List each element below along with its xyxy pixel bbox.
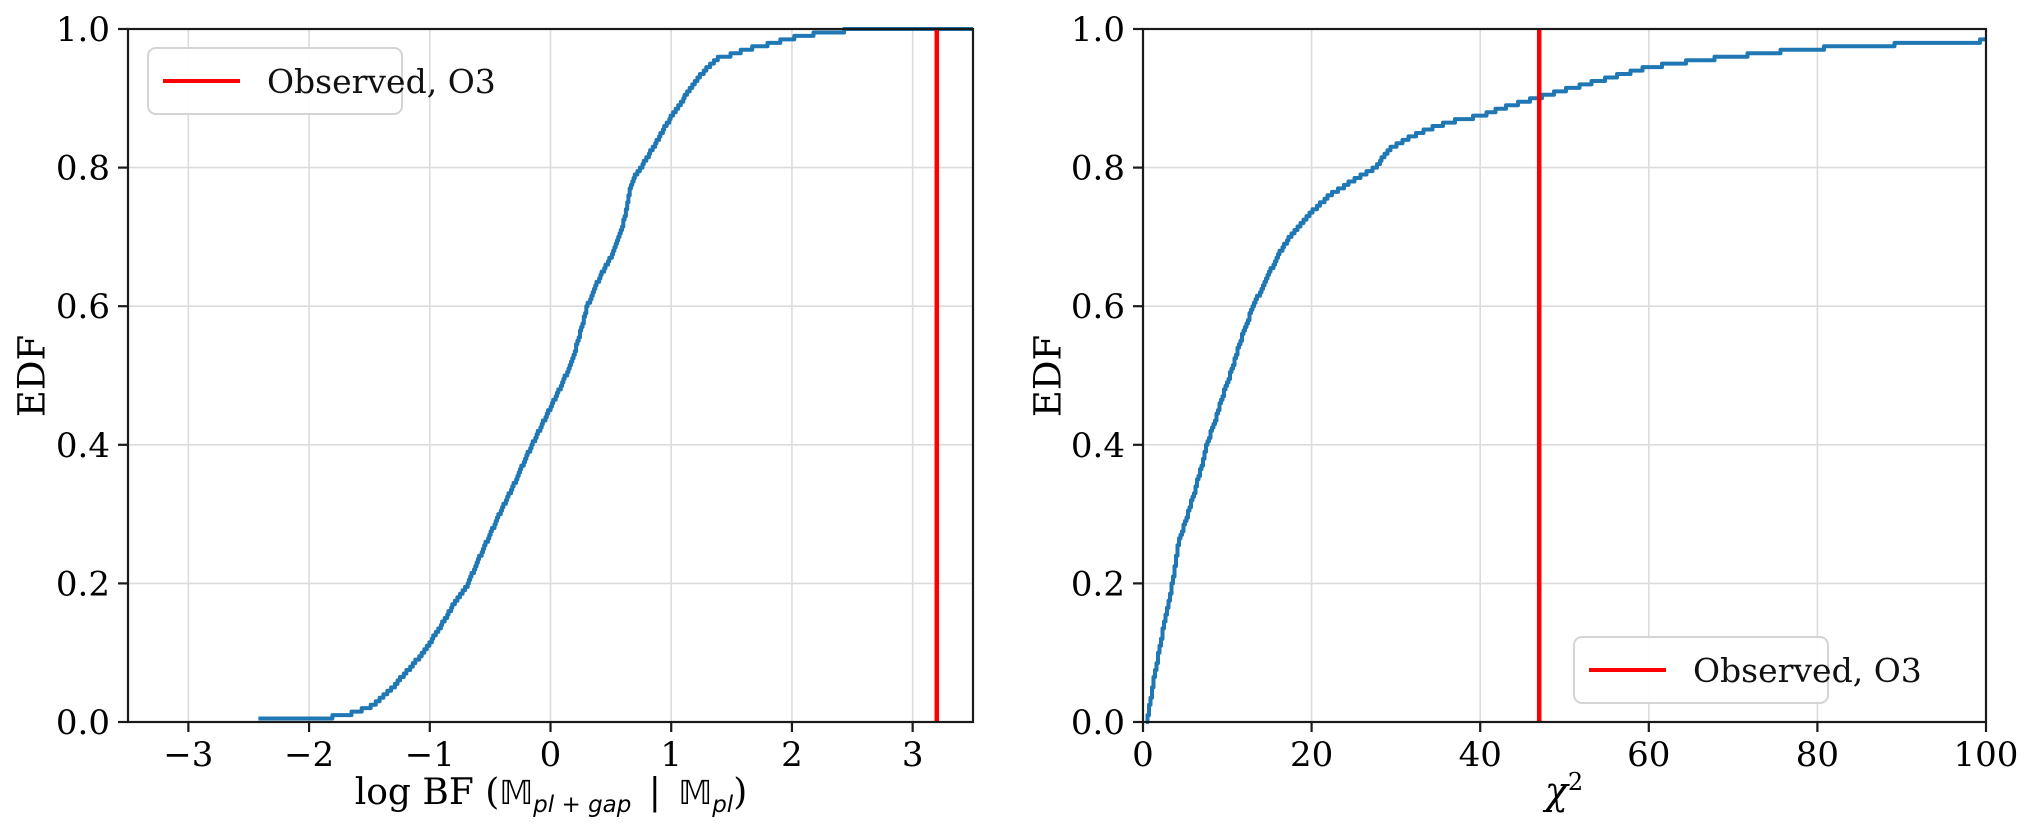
y-tick-label: 0.8 — [1071, 149, 1125, 189]
chi-exponent: 2 — [1567, 768, 1584, 796]
xlabel-left-prefix: log BF ( — [354, 772, 500, 813]
x-tick-label: 20 — [1290, 735, 1333, 775]
x-tick-label: 3 — [902, 735, 924, 775]
ylabel-right: EDF — [1026, 334, 1070, 418]
edf-curve — [1145, 37, 1986, 724]
axes-spines — [1141, 27, 1988, 724]
double-struck-m: 𝕄 — [678, 773, 713, 812]
double-struck-m: 𝕄 — [499, 773, 534, 812]
x-tick-label: 40 — [1459, 735, 1502, 775]
y-tick-label: 0.2 — [56, 564, 110, 604]
y-tick-label: 0.4 — [56, 426, 110, 466]
x-tick-label: 60 — [1627, 735, 1670, 775]
y-tick-label: 1.0 — [56, 10, 110, 50]
legend-right-label: Observed, O3 — [1693, 650, 1922, 690]
edf-panel-left: −3 −2 −1 0 1 2 3 0.0 0.2 0.4 0.6 0.8 1.0 — [56, 10, 975, 775]
xlabel-left-sub-plgap: pl + gap — [533, 792, 632, 818]
x-tick-label: −2 — [284, 735, 334, 775]
legend-left: Observed, O3 — [147, 47, 496, 115]
legend-left-label: Observed, O3 — [267, 61, 496, 101]
y-tick-label: 0.6 — [1071, 287, 1125, 327]
xlabel-left-bar: | — [637, 772, 673, 813]
xlabel-left: log BF (𝕄pl + gap | 𝕄pl) — [355, 772, 748, 818]
edf-panel-right: 0 20 40 60 80 100 0.0 0.2 0.4 0.6 0.8 1.0 — [1071, 10, 2019, 775]
observed-line-icon — [1589, 668, 1666, 672]
y-tick-label: 1.0 — [1071, 10, 1125, 50]
x-tick-label: 1 — [660, 735, 682, 775]
x-tick-label: 2 — [781, 735, 803, 775]
y-tick-label: 0.6 — [56, 287, 110, 327]
legend-right: Observed, O3 — [1573, 636, 1922, 704]
x-tick-label: −1 — [405, 735, 455, 775]
xlabel-left-sub-pl: pl — [712, 792, 734, 818]
x-tick-label: 100 — [1954, 735, 2019, 775]
xlabel-right: χ2 — [1545, 768, 1583, 813]
y-tick-label: 0.2 — [1071, 564, 1125, 604]
x-tick-label: 0 — [540, 735, 562, 775]
y-tick-label: 0.0 — [1071, 703, 1125, 743]
y-tick-label: 0.8 — [56, 149, 110, 189]
x-tick-label: 0 — [1132, 735, 1154, 775]
chi-symbol: χ — [1544, 769, 1568, 813]
ylabel-left: EDF — [10, 334, 54, 418]
x-tick-label: 80 — [1796, 735, 1839, 775]
observed-line-icon — [163, 79, 240, 83]
y-tick-label: 0.4 — [1071, 426, 1125, 466]
x-tick-label: −3 — [163, 735, 213, 775]
xlabel-left-suffix: ) — [733, 772, 748, 813]
edf-curve — [258, 27, 973, 721]
y-tick-label: 0.0 — [56, 703, 110, 743]
